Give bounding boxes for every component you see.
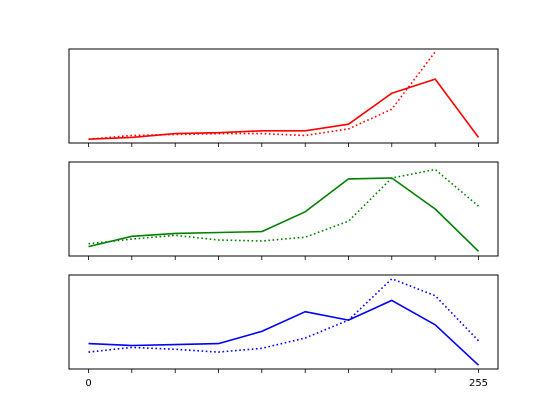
series-blue-solid <box>88 299 480 366</box>
panel-red <box>68 48 499 147</box>
panel-blue <box>68 274 499 373</box>
x-tick-label-0: 0 <box>85 378 91 389</box>
series-green-dotted <box>88 168 480 245</box>
panel-frame-red <box>68 48 499 144</box>
series-green-solid <box>88 177 480 252</box>
panel-green <box>68 161 499 260</box>
panel-frame-green <box>68 161 499 257</box>
x-tick-label-9: 255 <box>469 378 488 389</box>
panel-frame-blue <box>68 274 499 370</box>
series-red-dotted <box>88 51 436 140</box>
series-red-solid <box>88 78 480 140</box>
